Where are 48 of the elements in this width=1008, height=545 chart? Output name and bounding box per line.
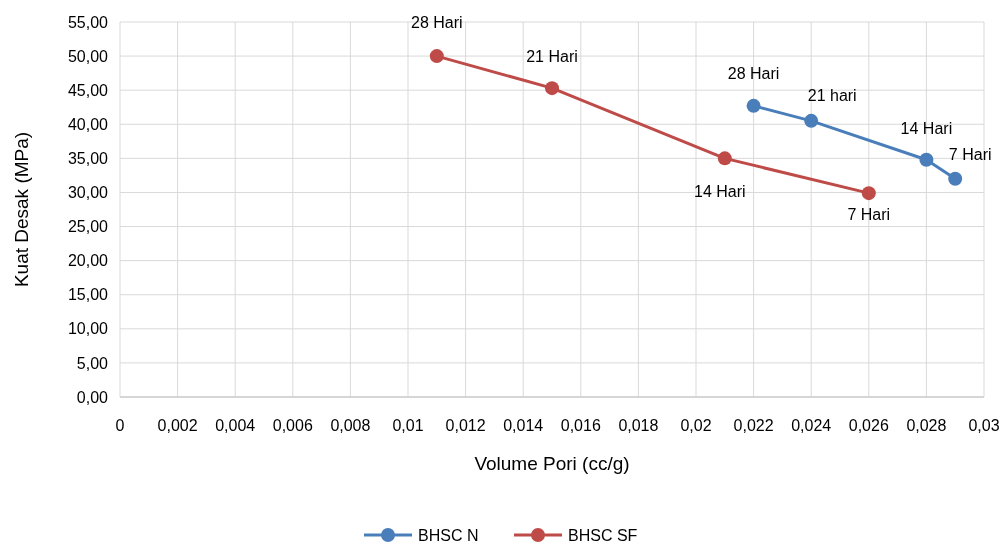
annotation: 14 Hari: [900, 120, 953, 138]
y-tick-label: 5,00: [76, 354, 109, 372]
legend-label: BHSC N: [418, 526, 479, 544]
point: [861, 186, 876, 201]
y-tick-label: 35,00: [67, 149, 109, 167]
x-axis-title: Volume Pori (cc/g): [474, 453, 630, 474]
x-tick-label: 0,028: [906, 417, 947, 434]
y-tick-label: 50,00: [67, 47, 109, 65]
annotation: 21 Hari: [526, 47, 578, 65]
x-tick-label: 0,024: [791, 417, 832, 434]
x-tick-label: 0,018: [618, 417, 659, 434]
y-tick-label: 0,00: [76, 388, 109, 406]
point: [545, 81, 559, 96]
y-tick-label: 15,00: [67, 286, 109, 304]
y-tick-label: 10,00: [67, 320, 109, 338]
point: [919, 152, 934, 167]
annotation: 7 Hari: [948, 146, 992, 164]
y-tick-label: 30,00: [67, 184, 109, 202]
y-tick-label: 45,00: [67, 81, 109, 99]
y-tick-label: 55,00: [67, 13, 109, 31]
point: [746, 98, 761, 113]
x-tick-label: 0,02: [680, 417, 712, 434]
point: [717, 151, 732, 166]
point: [804, 113, 819, 128]
x-tick-label: 0,004: [215, 417, 256, 434]
annotation: 28 Hari: [727, 65, 780, 83]
x-tick-label: 0,022: [733, 417, 774, 434]
annotation: 14 Hari: [694, 182, 746, 200]
x-tick-label: 0,002: [157, 417, 198, 434]
y-tick-label: 20,00: [67, 252, 109, 270]
point: [429, 49, 444, 64]
point: [948, 171, 963, 186]
x-tick-label: 0,014: [503, 417, 544, 434]
x-tick-label: 0,008: [330, 417, 371, 434]
annotation: 21 hari: [807, 87, 857, 105]
x-tick-label: 0: [115, 417, 125, 434]
legend-label: BHSC SF: [568, 526, 638, 544]
y-tick-label: 25,00: [67, 218, 109, 236]
x-tick-label: 0,012: [445, 417, 486, 434]
y-tick-label: 40,00: [67, 115, 109, 133]
y-axis-title: Kuat Desak (MPa): [11, 131, 32, 288]
x-tick-label: 0,01: [392, 417, 424, 434]
x-tick-label: 0,006: [272, 417, 313, 434]
x-tick-label: 0,016: [560, 417, 601, 434]
annotation: 7 Hari: [847, 205, 891, 223]
x-tick-label: 0,026: [848, 417, 889, 434]
x-tick-label: 0,03: [968, 417, 1000, 434]
annotation: 28 Hari: [411, 13, 463, 31]
